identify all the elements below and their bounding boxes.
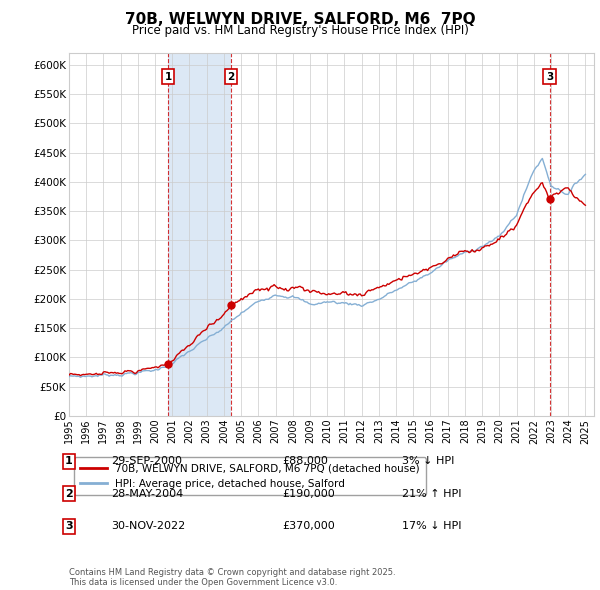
Text: 30-NOV-2022: 30-NOV-2022 [111,522,185,531]
Legend: 70B, WELWYN DRIVE, SALFORD, M6 7PQ (detached house), HPI: Average price, detache: 70B, WELWYN DRIVE, SALFORD, M6 7PQ (deta… [74,457,426,495]
Text: £88,000: £88,000 [282,457,328,466]
Text: 2: 2 [227,72,235,81]
Text: 2: 2 [65,489,73,499]
Text: 3: 3 [546,72,553,81]
Text: Price paid vs. HM Land Registry's House Price Index (HPI): Price paid vs. HM Land Registry's House … [131,24,469,37]
Text: 21% ↑ HPI: 21% ↑ HPI [402,489,461,499]
Text: Contains HM Land Registry data © Crown copyright and database right 2025.
This d: Contains HM Land Registry data © Crown c… [69,568,395,587]
Text: 3: 3 [65,522,73,531]
Text: £190,000: £190,000 [282,489,335,499]
Text: 3% ↓ HPI: 3% ↓ HPI [402,457,454,466]
Text: 28-MAY-2004: 28-MAY-2004 [111,489,183,499]
Text: 1: 1 [65,457,73,466]
Text: 29-SEP-2000: 29-SEP-2000 [111,457,182,466]
Text: 17% ↓ HPI: 17% ↓ HPI [402,522,461,531]
Bar [168,53,231,416]
Text: £370,000: £370,000 [282,522,335,531]
Text: 70B, WELWYN DRIVE, SALFORD, M6  7PQ: 70B, WELWYN DRIVE, SALFORD, M6 7PQ [125,12,475,27]
Text: 1: 1 [164,72,172,81]
